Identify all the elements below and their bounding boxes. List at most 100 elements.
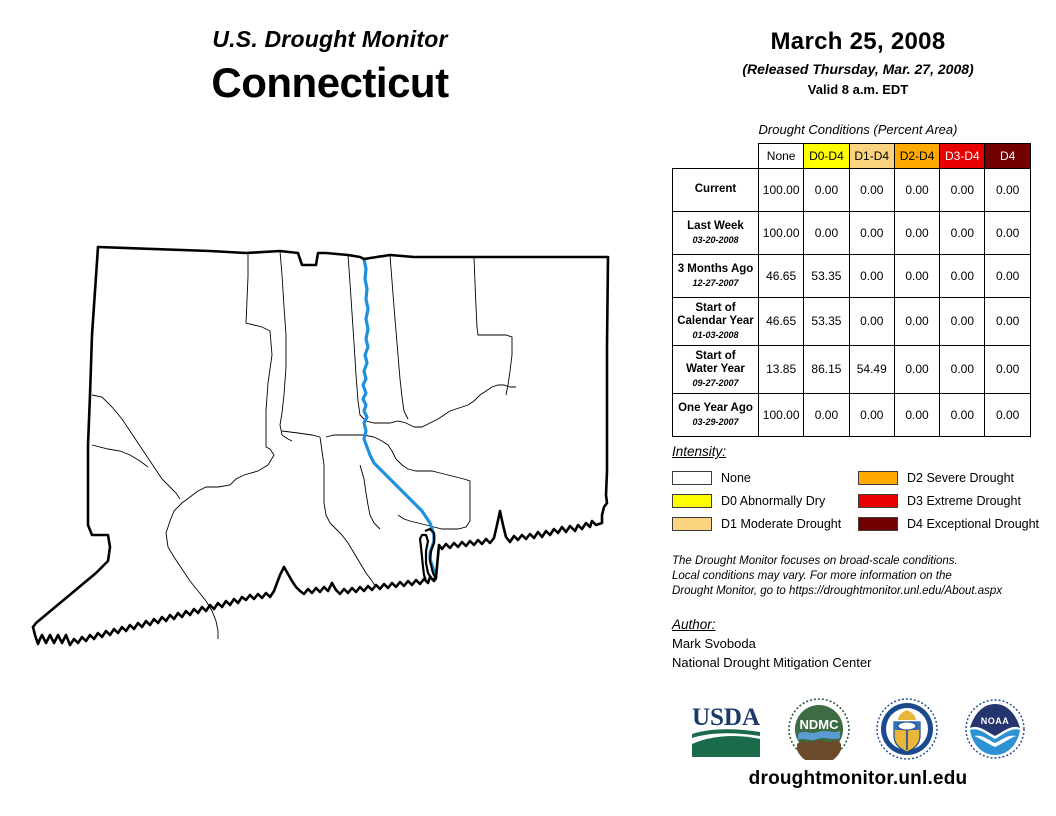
- author-name: Mark Svoboda: [672, 636, 756, 651]
- column-header-d1d4: D1-D4: [848, 143, 895, 169]
- table-cell: 0.00: [848, 168, 895, 212]
- map-panel: U.S. Drought Monitor Connecticut: [0, 26, 660, 675]
- row-label: 3 Months Ago 12-27-2007: [672, 254, 759, 298]
- state-border-east: [600, 256, 610, 523]
- table-cell: 46.65: [757, 254, 805, 298]
- table-cell: 0.00: [984, 168, 1031, 212]
- page-title: Connecticut: [211, 59, 449, 106]
- table-cell: 0.00: [848, 211, 895, 255]
- author-title: Author:: [672, 617, 716, 632]
- table-cell: 0.00: [893, 297, 941, 346]
- table-row: Start of Water Year 09-27-2007 13.85 86.15 54…: [672, 344, 1031, 394]
- svg-text:NOAA: NOAA: [981, 716, 1010, 726]
- table-cell: 0.00: [803, 168, 850, 212]
- row-label: Last Week 03-20-2008: [672, 211, 759, 255]
- legend-label: D4 Exceptional Drought: [907, 516, 1040, 531]
- table-cell: 46.65: [757, 297, 805, 346]
- legend-item: None: [672, 470, 858, 485]
- row-label: Start of Calendar Year 01-03-2008: [672, 297, 759, 346]
- row-date: 01-03-2008: [692, 330, 739, 341]
- legend-item: D1 Moderate Drought: [672, 516, 858, 531]
- table-cell: 100.00: [757, 211, 805, 255]
- intensity-title: Intensity:: [672, 444, 727, 459]
- table-cell: 0.00: [803, 392, 850, 437]
- table-cell: 53.35: [803, 297, 850, 346]
- legend-item: D2 Severe Drought: [858, 470, 1056, 485]
- table-cell: 0.00: [939, 168, 986, 212]
- table-cell: 0.00: [893, 344, 941, 394]
- state-border-west: [31, 245, 112, 629]
- date-block: March 25, 2008 (Released Thursday, Mar. …: [660, 28, 1056, 97]
- table-cell: 0.00: [939, 211, 986, 255]
- author-organization: National Drought Mitigation Center: [672, 655, 872, 670]
- row-date: 03-29-2007: [692, 417, 739, 427]
- row-label: Start of Water Year 09-27-2007: [672, 344, 759, 394]
- legend-item: D3 Extreme Drought: [858, 493, 1056, 508]
- disclaimer-line-2: Local conditions may vary. For more info…: [672, 570, 952, 583]
- table-cell: 0.00: [984, 254, 1031, 298]
- table-cell: 0.00: [939, 344, 986, 394]
- table-cell: 0.00: [848, 392, 895, 437]
- author-block: Author: Mark Svoboda National Drought Mi…: [672, 617, 1050, 670]
- table-row: Last Week 03-20-2008 100.00 0.00 0.00 0.00 0.0…: [672, 211, 1031, 255]
- table-cell: 0.00: [984, 344, 1031, 394]
- drought-conditions-table: None D0-D4 D1-D4 D2-D4 D3-D4 D4 Current 1…: [672, 143, 1042, 437]
- legend-label: D3 Extreme Drought: [907, 493, 1021, 508]
- column-header-d3d4: D3-D4: [939, 143, 986, 169]
- table-cell: 0.00: [939, 392, 986, 437]
- disclaimer-line-3: Drought Monitor, go to https://droughtmo…: [672, 585, 1003, 598]
- table-cell: 86.15: [803, 344, 850, 394]
- noaa-logo: NOAA: [964, 698, 1026, 765]
- valid-date: March 25, 2008: [770, 28, 946, 55]
- row-date: 03-20-2008: [692, 235, 739, 246]
- svg-text:NDMC: NDMC: [800, 717, 840, 732]
- table-cell: 100.00: [757, 168, 805, 212]
- legend-swatch: [858, 493, 898, 508]
- table-cell: 0.00: [893, 392, 941, 437]
- county-boundaries: [91, 250, 516, 639]
- header-blank-cell: [673, 144, 759, 169]
- logo-row: USDA NDMC: [660, 688, 1056, 774]
- usda-logo: USDA: [690, 698, 762, 765]
- column-header-none: None: [757, 143, 805, 169]
- site-url[interactable]: droughtmonitor.unl.edu: [748, 768, 968, 789]
- legend-item: D0 Abnormally Dry: [672, 493, 858, 508]
- column-header-d2d4: D2-D4: [893, 143, 941, 169]
- column-header-d4: D4: [984, 143, 1031, 169]
- ndmc-logo: NDMC: [788, 697, 850, 765]
- table-cell: 0.00: [803, 211, 850, 255]
- title-block: U.S. Drought Monitor Connecticut: [0, 26, 660, 107]
- legend-item: D4 Exceptional Drought: [858, 516, 1056, 531]
- legend-label: D2 Severe Drought: [907, 470, 1015, 485]
- state-outline: [96, 245, 610, 267]
- release-date: (Released Thursday, Mar. 27, 2008): [742, 61, 974, 77]
- info-panel: March 25, 2008 (Released Thursday, Mar. …: [660, 0, 1056, 816]
- row-label: One Year Ago 03-29-2007: [672, 392, 759, 437]
- table-cell: 0.00: [848, 297, 895, 346]
- table-row: Current 100.00 0.00 0.00 0.00 0.00 0.00: [672, 168, 1031, 212]
- legend-swatch: [858, 470, 898, 485]
- table-caption: Drought Conditions (Percent Area): [758, 122, 958, 137]
- row-date: 12-27-2007: [692, 278, 739, 289]
- table-cell: 0.00: [984, 211, 1031, 255]
- table-cell: 0.00: [893, 211, 941, 255]
- river-mouth: [418, 527, 438, 582]
- table-cell: 0.00: [984, 297, 1031, 346]
- table-cell: 100.00: [757, 392, 805, 437]
- connecticut-map[interactable]: [30, 235, 650, 675]
- table-cell: 0.00: [893, 254, 941, 298]
- legend-swatch: [858, 516, 898, 531]
- table-cell: 0.00: [984, 392, 1031, 437]
- table-cell: 53.35: [803, 254, 850, 298]
- table-cell: 13.85: [757, 344, 805, 394]
- legend-swatch: [672, 516, 712, 531]
- table-cell: 0.00: [848, 254, 895, 298]
- table-row: One Year Ago 03-29-2007 100.00 0.00 0.00 0.00…: [672, 392, 1031, 437]
- table-cell: 54.49: [848, 344, 895, 394]
- legend-label: None: [721, 470, 751, 485]
- intensity-legend: Intensity: None D2 Severe Drought D0 Abnor…: [672, 444, 1052, 535]
- table-cell: 0.00: [939, 254, 986, 298]
- table-row: 3 Months Ago 12-27-2007 46.65 53.35 0.00 0.00…: [672, 254, 1031, 298]
- coastline: [31, 509, 604, 647]
- row-date: 09-27-2007: [692, 378, 739, 389]
